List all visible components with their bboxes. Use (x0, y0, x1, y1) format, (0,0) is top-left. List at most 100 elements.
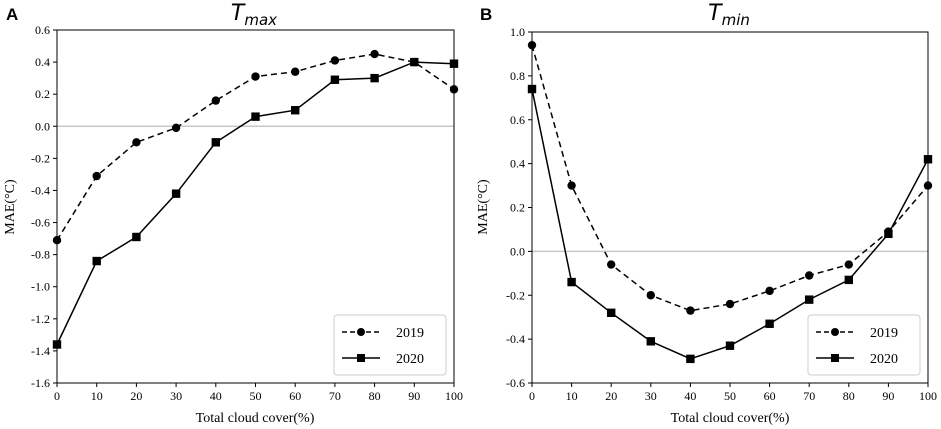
x-tick-label-a: 80 (369, 389, 381, 403)
y-tick-label-a: 0.6 (35, 23, 50, 37)
point-2019-b (567, 181, 576, 190)
point-2020-b (567, 277, 576, 287)
point-2020-b (805, 295, 814, 304)
y-tick-label-b: 0.8 (510, 69, 525, 83)
point-2019-b (844, 260, 853, 269)
x-tick-label-b: 80 (843, 389, 855, 403)
chart-title-b: Tmin (708, 1, 750, 29)
y-tick-label-a: -0.8 (31, 248, 50, 262)
y-tick-label-a: -0.2 (31, 151, 50, 165)
y-tick-label-a: -0.4 (31, 183, 50, 197)
legend-label-2019-a: 2019 (396, 326, 424, 341)
x-tick-label-b: 20 (605, 389, 617, 403)
point-2020-a (410, 57, 419, 67)
point-2019-a (171, 123, 181, 133)
x-tick-label-a: 10 (91, 389, 103, 403)
chart-title-b-main: T (708, 1, 723, 26)
x-tick-label-a: 60 (289, 389, 301, 403)
point-2020-b (646, 337, 655, 346)
y-tick-label-b: 1.0 (510, 25, 525, 39)
x-tick-label-b: 70 (803, 389, 815, 403)
point-2020-a (370, 73, 379, 83)
point-2019-a (132, 138, 141, 147)
y-tick-label-b: -0.4 (506, 332, 525, 346)
legend-marker-2019-a (357, 328, 365, 336)
point-2020-b (884, 229, 893, 239)
point-2019-a (330, 56, 340, 65)
panel-letter-b: B (480, 5, 492, 24)
point-2019-a (291, 67, 300, 76)
point-2019-b (646, 291, 655, 300)
y-tick-label-a: -1.0 (31, 280, 50, 294)
series-line-2019-b (531, 44, 929, 312)
x-tick-label-a: 0 (54, 389, 60, 403)
x-tick-label-a: 100 (445, 389, 463, 403)
chart-title-a-sub: max (244, 11, 277, 29)
point-2019-b (686, 306, 695, 315)
x-axis-label-a: Total cloud cover(%) (196, 411, 315, 426)
x-tick-label-b: 40 (684, 389, 696, 403)
y-tick-label-b: 0.2 (510, 201, 525, 215)
point-2020-a (92, 256, 101, 266)
chart-title-b-sub: min (722, 11, 750, 29)
y-tick-label-a: 0.2 (35, 87, 50, 101)
x-tick-label-a: 50 (250, 389, 262, 403)
point-2020-b (844, 275, 853, 285)
y-axis-label-b: MAE(°C) (476, 179, 491, 235)
point-2020-b (686, 354, 695, 364)
point-2019-a (211, 96, 220, 105)
x-tick-label-b: 0 (529, 389, 535, 403)
chart-title-a: Tmax (231, 1, 277, 29)
y-tick-label-a: -1.4 (31, 344, 50, 358)
point-2019-b (765, 286, 774, 296)
panel-letter-a: A (6, 5, 18, 24)
point-2020-a (171, 189, 181, 198)
y-tick-label-b: 0.4 (510, 157, 525, 171)
plot-frame-b (531, 31, 929, 384)
x-tick-label-b: 10 (566, 389, 578, 403)
x-tick-label-a: 20 (130, 389, 142, 403)
series-line-2019-a (56, 53, 455, 241)
chart-title-a-main: T (231, 1, 246, 26)
point-2020-b (725, 341, 735, 350)
point-2020-a (132, 232, 141, 242)
point-2019-a (92, 171, 101, 181)
point-2020-b (765, 319, 774, 328)
legend-marker-2020-a (357, 354, 365, 362)
x-tick-label-a: 30 (170, 389, 182, 403)
legend-marker-2019-b (831, 328, 839, 336)
x-tick-label-b: 60 (764, 389, 776, 403)
panel-a: A Tmax Total cloud cover(%) MAE(°C) 0 10 2… (3, 1, 463, 426)
x-axis-label-b: Total cloud cover(%) (671, 411, 790, 426)
legend-marker-2020-b (831, 354, 839, 362)
x-tick-label-a: 90 (408, 389, 420, 403)
y-axis-label-a: MAE(°C) (3, 179, 18, 235)
y-tick-label-b: 0.0 (510, 244, 525, 258)
y-tick-label-a: 0.0 (35, 119, 50, 133)
panel-b: B Tmin Total cloud cover(%) MAE(°C) 0 10 2… (476, 1, 937, 426)
legend-box-b (807, 314, 921, 376)
legend-label-2020-b: 2020 (870, 352, 898, 367)
y-tick-label-b: 0.6 (510, 113, 525, 127)
point-2019-a (370, 49, 379, 59)
point-2020-a (330, 75, 340, 84)
legend-a: 2019 2020 (333, 314, 447, 376)
y-tick-label-a: -1.2 (31, 312, 50, 326)
point-2020-a (291, 106, 300, 115)
legend-label-2019-b: 2019 (870, 326, 898, 341)
legend-b: 2019 2020 (807, 314, 921, 376)
legend-box-a (333, 314, 447, 376)
y-tick-label-a: 0.4 (35, 55, 50, 69)
plot-frame-a (56, 29, 455, 384)
x-tick-label-a: 40 (210, 389, 222, 403)
y-tick-label-b: -0.6 (506, 376, 525, 390)
x-tick-label-b: 30 (645, 389, 657, 403)
point-2020-a (211, 138, 220, 147)
legend-label-2020-a: 2020 (396, 352, 424, 367)
x-tick-label-b: 100 (919, 389, 937, 403)
series-line-2020-a (56, 61, 455, 345)
point-2019-b (805, 271, 814, 280)
x-tick-label-a: 70 (329, 389, 341, 403)
x-tick-label-b: 50 (724, 389, 736, 403)
